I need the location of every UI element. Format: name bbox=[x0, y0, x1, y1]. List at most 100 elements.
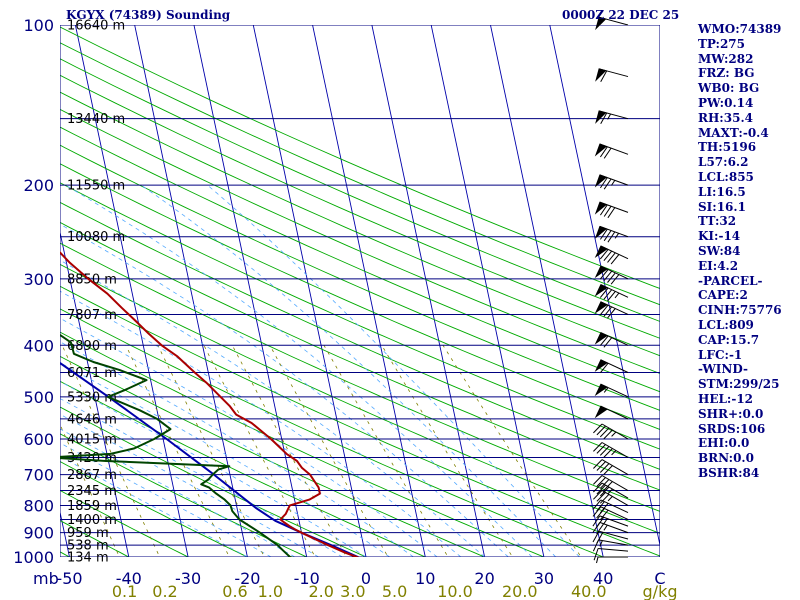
height-label: 13440 m bbox=[67, 112, 125, 127]
dry-adiabat-line bbox=[60, 91, 660, 357]
sounding-index-item: L57:6.2 bbox=[698, 155, 749, 170]
moist-adiabat-line bbox=[60, 428, 296, 557]
wind-barb bbox=[595, 16, 629, 31]
wind-barbs bbox=[592, 16, 629, 564]
height-label: 538 m bbox=[67, 539, 109, 554]
dry-adiabat-line bbox=[60, 221, 660, 491]
sounding-index-item: -WIND- bbox=[698, 362, 748, 377]
isotherm-lines bbox=[0, 13, 660, 568]
mixing-ratio-line bbox=[125, 345, 230, 557]
pressure-tick-label: 900 bbox=[23, 524, 54, 543]
wind-barb bbox=[594, 174, 629, 190]
dry-adiabat-line bbox=[60, 26, 660, 290]
plot-frame bbox=[60, 25, 660, 557]
chart-time: 0000Z 22 DEC 25 bbox=[562, 8, 680, 22]
isotherm-line bbox=[134, 25, 248, 557]
mixing-ratio-line bbox=[442, 345, 582, 557]
sounding-index-item: SRDS:106 bbox=[698, 421, 766, 436]
wind-barb bbox=[594, 301, 629, 319]
isotherm-line bbox=[0, 13, 13, 568]
sounding-index-item: CAP:15.7 bbox=[698, 332, 760, 347]
mixing-ratio-tick-label: 10.0 bbox=[437, 582, 473, 600]
isotherm-line bbox=[371, 25, 486, 557]
dry-adiabat-line bbox=[60, 144, 660, 411]
wind-barb bbox=[594, 245, 629, 265]
height-labels: 16640 m 13440 m 11550 m 10080 m 8850 m 7807 m… bbox=[67, 19, 125, 566]
temperature-unit-label: C bbox=[654, 569, 665, 588]
sounding-index-item: STM:299/25 bbox=[698, 377, 780, 392]
mixing-ratio-tick-label: 40.0 bbox=[571, 582, 607, 600]
sounding-index-item: CAPE:2 bbox=[698, 288, 748, 303]
height-label: 11550 m bbox=[67, 179, 125, 194]
wind-barb bbox=[594, 383, 629, 398]
pressure-tick-label: 600 bbox=[23, 430, 54, 449]
pressure-tick-label: 500 bbox=[23, 388, 54, 407]
height-label: 1400 m bbox=[67, 513, 117, 528]
sounding-index-item: EI:4.2 bbox=[698, 258, 739, 273]
pressure-axis-label: mb bbox=[33, 569, 59, 588]
wind-barb bbox=[594, 405, 629, 420]
dry-adiabat-line bbox=[60, 74, 660, 339]
sounding-index-item: FRZ: BG bbox=[698, 66, 755, 81]
sounding-index-item: RH:35.4 bbox=[698, 110, 753, 125]
dry-adiabat-line bbox=[60, 201, 660, 470]
wind-barb bbox=[593, 482, 629, 499]
wind-barb bbox=[594, 359, 629, 374]
mixing-ratio-tick-label: 1.0 bbox=[258, 582, 283, 600]
height-label: 10080 m bbox=[67, 230, 125, 245]
sounding-index-item: CINH:75776 bbox=[698, 303, 782, 318]
temperature-line bbox=[60, 251, 360, 557]
height-label: 134 m bbox=[67, 551, 109, 566]
wind-barb bbox=[595, 110, 629, 125]
dry-adiabat-line bbox=[60, 108, 660, 374]
dry-adiabat-line bbox=[60, 263, 660, 534]
wind-barb bbox=[594, 332, 629, 348]
isotherm-line bbox=[252, 25, 367, 557]
height-label: 1859 m bbox=[67, 499, 117, 514]
mixing-ratio-lines bbox=[60, 345, 582, 557]
temperature-tick-label: -40 bbox=[116, 569, 142, 588]
sounding-index-item: EHI:0.0 bbox=[698, 436, 750, 451]
pressure-tick-label: 400 bbox=[23, 336, 54, 355]
wind-barb bbox=[594, 225, 629, 243]
isotherm-line bbox=[60, 230, 130, 557]
sounding-index-item: BRN:0.0 bbox=[698, 451, 754, 466]
pressure-tick-label: 300 bbox=[23, 270, 54, 289]
temperature-tick-label: 30 bbox=[534, 569, 554, 588]
sounding-index-item: LI:16.5 bbox=[698, 184, 746, 199]
sounding-index-item: LFC:-1 bbox=[698, 347, 743, 362]
pressure-tick-label: 700 bbox=[23, 466, 54, 485]
height-label: 959 m bbox=[67, 526, 109, 541]
mixing-ratio-tick-label: 3.0 bbox=[340, 582, 365, 600]
wind-barb bbox=[593, 442, 629, 458]
dry-adiabat-line bbox=[60, 489, 190, 557]
wind-barb bbox=[594, 201, 629, 219]
mixing-ratio-line bbox=[269, 345, 389, 557]
dry-adiabat-line bbox=[60, 242, 660, 512]
dry-adiabat-line bbox=[60, 42, 660, 306]
wind-barb bbox=[593, 548, 629, 561]
sounding-index-item: BSHR:84 bbox=[698, 465, 760, 480]
sounding-index-item: LCL:809 bbox=[698, 317, 754, 332]
mixing-ratio-tick-label: 5.0 bbox=[382, 582, 407, 600]
moist-adiabat-line bbox=[60, 362, 390, 557]
sounding-indices-panel: WMO:74389 TP:275 MW:282 FRZ: BG WB0: BG PW:0.… bbox=[698, 22, 782, 481]
sounding-index-item: TP:275 bbox=[698, 36, 746, 51]
mixing-ratio-unit-label: g/kg bbox=[643, 582, 678, 600]
wind-barb bbox=[595, 68, 629, 82]
sounding-index-item: SW:84 bbox=[698, 243, 741, 258]
height-label: 4015 m bbox=[67, 433, 117, 448]
height-label: 2345 m bbox=[67, 484, 117, 499]
dry-adiabat-line bbox=[60, 163, 660, 430]
sounding-index-item: HEL:-12 bbox=[698, 391, 754, 406]
isobar-lines bbox=[60, 25, 660, 557]
sounding-index-item: MAXT:-0.4 bbox=[698, 125, 769, 140]
temperature-tick-label: 20 bbox=[474, 569, 494, 588]
wind-barb bbox=[594, 284, 629, 302]
mixing-ratio-line bbox=[323, 345, 449, 557]
dry-adiabat-line bbox=[60, 406, 368, 557]
isotherm-line bbox=[490, 25, 604, 557]
temperature-tick-label: 10 bbox=[415, 569, 435, 588]
